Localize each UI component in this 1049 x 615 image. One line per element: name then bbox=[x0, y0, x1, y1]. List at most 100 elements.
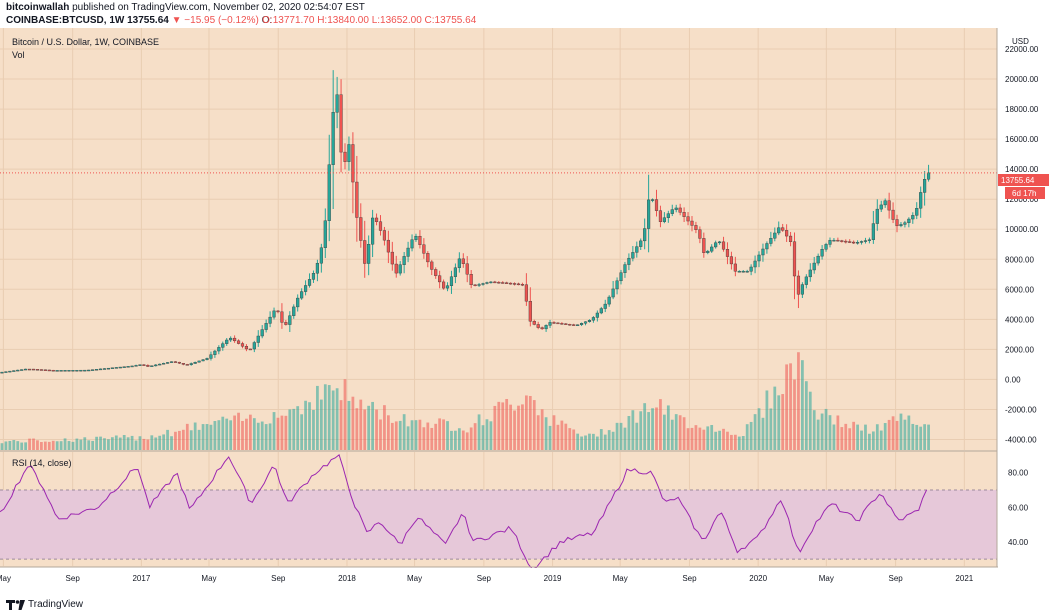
volume-bar bbox=[753, 414, 757, 450]
volume-bar bbox=[737, 436, 741, 450]
volume-bar bbox=[887, 419, 891, 450]
candle-body bbox=[240, 343, 245, 347]
candle-body bbox=[47, 369, 51, 372]
countdown-tag-text: 6d 17h bbox=[1012, 189, 1036, 198]
volume-bar bbox=[749, 421, 753, 450]
volume-bar bbox=[67, 441, 71, 450]
candle-body bbox=[856, 242, 860, 244]
publisher-name[interactable]: bitcoinwallah bbox=[6, 2, 70, 13]
rsi-label: RSI (14, close) bbox=[12, 458, 72, 468]
candle-body bbox=[548, 322, 552, 326]
candle-body bbox=[627, 257, 631, 265]
candle-body bbox=[106, 367, 111, 370]
open-value: O:13771.70 bbox=[262, 15, 315, 26]
volume-bar bbox=[568, 428, 572, 450]
volume-bar bbox=[793, 379, 796, 450]
tradingview-logo-icon[interactable] bbox=[6, 598, 26, 612]
candle-body bbox=[79, 369, 83, 372]
candlesticks bbox=[0, 70, 931, 374]
candle-body bbox=[122, 366, 126, 368]
candle-body bbox=[12, 370, 16, 372]
candle-body bbox=[769, 238, 773, 244]
candle-body bbox=[887, 200, 891, 211]
volume-bar bbox=[745, 424, 749, 450]
volume-bar bbox=[126, 437, 130, 450]
volume-bar bbox=[856, 424, 859, 450]
candle-body bbox=[382, 230, 387, 241]
candle-body bbox=[31, 368, 36, 371]
volume-bar bbox=[367, 405, 371, 450]
candle-body bbox=[347, 144, 351, 162]
volume-bar bbox=[674, 414, 678, 450]
candle-body bbox=[284, 322, 288, 325]
volume-bar bbox=[371, 401, 374, 450]
candle-body bbox=[595, 312, 599, 318]
candle-body bbox=[840, 240, 844, 242]
volume-bar bbox=[797, 352, 800, 450]
candle-body bbox=[915, 208, 919, 216]
candle-body bbox=[197, 360, 201, 363]
volume-bar bbox=[8, 440, 12, 450]
candle-body bbox=[552, 322, 556, 324]
price-tick-label: 6000.00 bbox=[1005, 285, 1034, 294]
volume-bar bbox=[489, 421, 493, 450]
candle-body bbox=[87, 369, 91, 372]
candle-body bbox=[599, 308, 603, 314]
volume-bar bbox=[619, 422, 623, 450]
candle-body bbox=[745, 271, 749, 273]
candle-body bbox=[741, 271, 745, 273]
volume-bar bbox=[245, 418, 248, 450]
volume-bar bbox=[682, 417, 686, 450]
candle-body bbox=[288, 315, 292, 325]
volume-bar bbox=[347, 400, 351, 450]
price-tick-label: 8000.00 bbox=[1005, 255, 1034, 264]
volume-bar bbox=[59, 441, 63, 450]
candle-body bbox=[871, 223, 875, 240]
volume-bar bbox=[785, 364, 788, 450]
candle-body bbox=[8, 370, 12, 373]
candle-body bbox=[698, 229, 702, 239]
candle-body bbox=[883, 200, 887, 206]
candle-body bbox=[102, 368, 107, 370]
chart-canvas[interactable]: -4000.00 -2000.00 0.00 2000.00 4000.00 6000.0… bbox=[0, 28, 1049, 595]
candle-body bbox=[895, 219, 899, 227]
volume-bar bbox=[406, 426, 410, 450]
candle-body bbox=[899, 224, 903, 227]
time-tick-label: 2018 bbox=[338, 574, 356, 583]
candle-body bbox=[650, 199, 655, 201]
volume-bar bbox=[844, 423, 848, 450]
tradingview-brand[interactable]: TradingView bbox=[28, 599, 84, 610]
volume-bar bbox=[16, 441, 20, 450]
price-tick-label: 0.00 bbox=[1005, 375, 1021, 384]
volume-bar bbox=[181, 429, 185, 450]
volume-bar bbox=[781, 394, 785, 450]
rsi-axis[interactable]: 40.00 60.00 80.00 bbox=[1008, 469, 1029, 547]
candle-body bbox=[24, 368, 28, 371]
volume-bar bbox=[603, 434, 607, 450]
candle-body bbox=[615, 280, 619, 290]
volume-label: Vol bbox=[12, 50, 25, 60]
time-tick-label: 2020 bbox=[749, 574, 767, 583]
volume-bar bbox=[726, 431, 729, 450]
price-axis[interactable]: -4000.00 -2000.00 0.00 2000.00 4000.00 6000.0… bbox=[1005, 45, 1039, 444]
time-axis[interactable]: May Sep 2017 May Sep 2018 May Sep 2019 May Sep 2020… bbox=[0, 574, 974, 583]
volume-bar bbox=[722, 428, 725, 450]
volume-bar bbox=[134, 440, 138, 450]
price-tick-label: 20000.00 bbox=[1005, 75, 1039, 84]
volume-bar bbox=[544, 417, 548, 450]
time-tick-label: May bbox=[0, 574, 11, 583]
candle-body bbox=[177, 361, 181, 364]
volume-bar bbox=[386, 415, 390, 450]
volume-bar bbox=[272, 412, 276, 450]
rsi-band bbox=[0, 490, 997, 560]
price-tick-label: 14000.00 bbox=[1005, 165, 1039, 174]
candle-body bbox=[398, 264, 402, 274]
volume-bar bbox=[473, 423, 477, 450]
volume-bar bbox=[430, 427, 434, 450]
close-value: C:13755.64 bbox=[424, 15, 477, 26]
volume-bar bbox=[659, 399, 662, 450]
volume-bar bbox=[276, 417, 280, 450]
currency-label: USD bbox=[1012, 37, 1029, 46]
volume-bar bbox=[769, 408, 773, 450]
volume-bar bbox=[83, 437, 87, 450]
